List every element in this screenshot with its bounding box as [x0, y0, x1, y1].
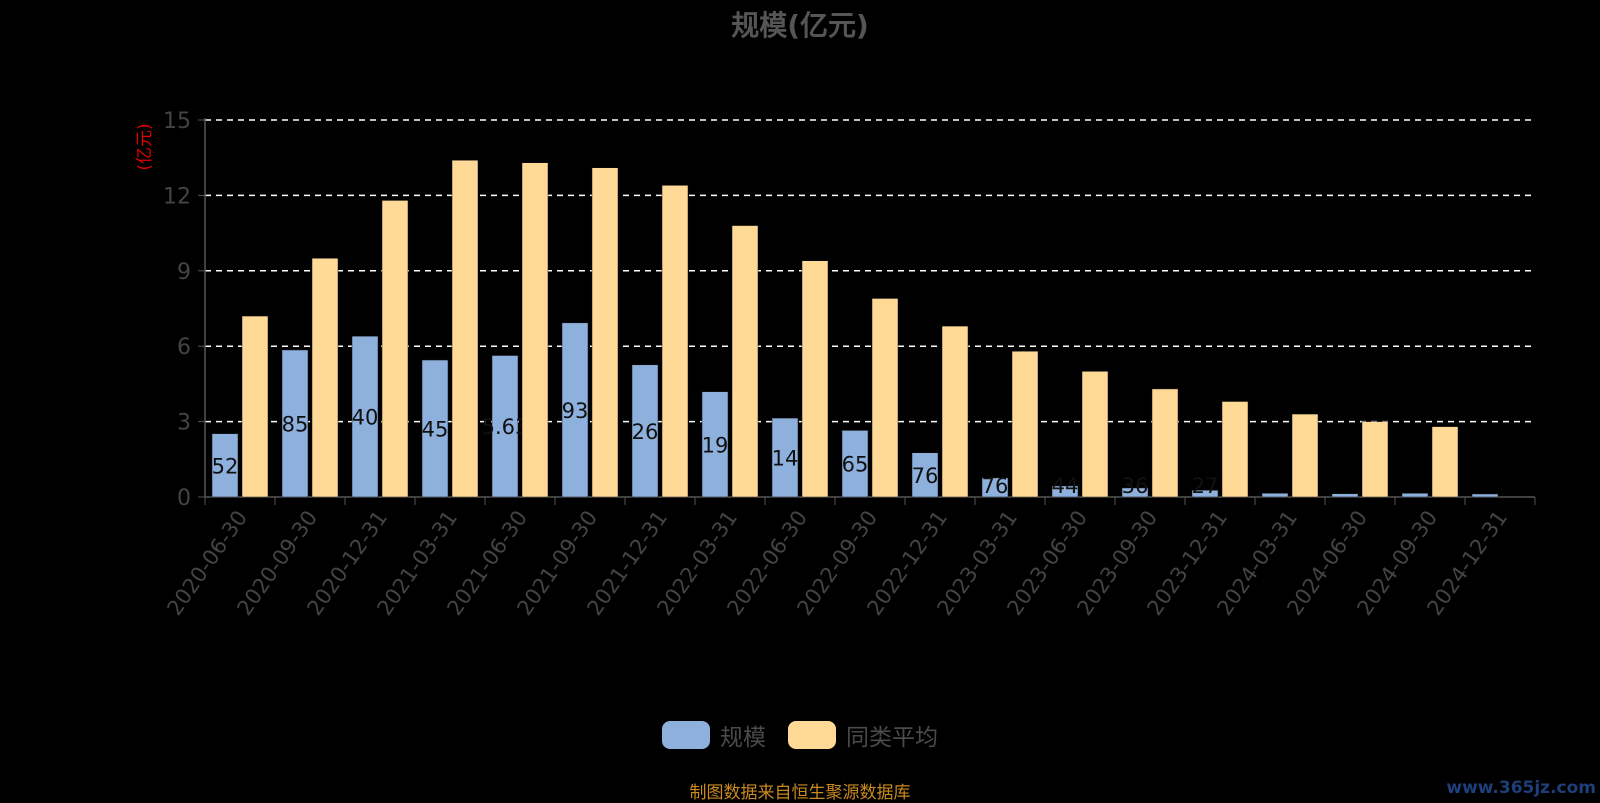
data-label: 85 — [282, 412, 309, 436]
bar-规模 — [1191, 489, 1219, 498]
legend-item-同类平均[interactable]: 同类平均 — [788, 718, 938, 752]
bar-同类平均 — [661, 185, 689, 498]
bar-规模 — [561, 322, 589, 498]
legend-swatch-同类平均 — [788, 721, 836, 749]
bar-同类平均 — [871, 298, 899, 498]
data-label: 76 — [982, 474, 1009, 498]
bar-规模 — [631, 364, 659, 498]
bar-同类平均 — [591, 167, 619, 498]
bar-同类平均 — [1221, 401, 1249, 498]
bar-规模 — [1261, 492, 1289, 498]
chart-legend: 规模 同类平均 — [0, 718, 1600, 752]
data-label: 26 — [632, 420, 659, 444]
bar-规模 — [771, 417, 799, 498]
data-label: 45 — [422, 418, 449, 442]
bar-同类平均 — [451, 159, 479, 498]
data-label: 19 — [702, 433, 729, 457]
bar-规模 — [1331, 493, 1359, 498]
data-label: 44 — [1052, 474, 1079, 498]
data-source-note: 制图数据来自恒生聚源数据库 — [689, 783, 911, 803]
bar-同类平均 — [241, 315, 269, 498]
bar-规模 — [911, 452, 939, 498]
data-label: 52 — [212, 454, 239, 478]
y-tick-label: 3 — [177, 411, 191, 436]
bar-同类平均 — [1011, 350, 1039, 498]
bar-同类平均 — [311, 257, 339, 498]
bar-规模 — [421, 359, 449, 498]
data-label: 14 — [772, 447, 799, 471]
bar-同类平均 — [731, 225, 759, 498]
y-tick-label: 9 — [177, 260, 191, 285]
y-tick-label: 12 — [163, 184, 191, 209]
chart-title: 规模(亿元) — [731, 9, 869, 42]
watermark-logo: www.365jz.com — [1446, 778, 1596, 798]
y-axis-label: (亿元) — [135, 123, 155, 170]
bar-规模 — [491, 355, 519, 498]
bar-同类平均 — [1291, 413, 1319, 498]
data-label: 5.63 — [482, 415, 529, 439]
bar-规模 — [1401, 492, 1429, 498]
legend-label-规模: 规模 — [720, 725, 766, 751]
data-label: 76 — [912, 464, 939, 488]
y-tick-label: 6 — [177, 335, 191, 360]
data-label: 93 — [562, 399, 589, 423]
bar-规模 — [211, 433, 239, 498]
bar-同类平均 — [381, 200, 409, 498]
legend-swatch-规模 — [662, 721, 710, 749]
bar-规模 — [281, 349, 309, 498]
bar-同类平均 — [1431, 426, 1459, 498]
bar-规模 — [1471, 493, 1499, 498]
data-label: 36 — [1122, 474, 1149, 498]
legend-label-同类平均: 同类平均 — [846, 725, 938, 751]
bar-规模 — [981, 477, 1009, 498]
bar-同类平均 — [1081, 371, 1109, 498]
bar-同类平均 — [941, 325, 969, 498]
y-tick-label: 0 — [177, 486, 191, 511]
bar-规模 — [1121, 487, 1149, 498]
bar-同类平均 — [521, 162, 549, 498]
data-label: 40 — [352, 406, 379, 430]
bar-规模 — [1051, 485, 1079, 498]
bar-同类平均 — [801, 260, 829, 498]
bar-规模 — [351, 335, 379, 498]
bar-规模 — [841, 430, 869, 498]
data-label: 65 — [842, 453, 869, 477]
bar-同类平均 — [1151, 388, 1179, 498]
y-tick-label: 15 — [163, 109, 191, 134]
bar-同类平均 — [1361, 421, 1389, 498]
data-label: 27 — [1192, 474, 1219, 498]
legend-item-规模[interactable]: 规模 — [662, 718, 766, 752]
bar-规模 — [701, 391, 729, 498]
